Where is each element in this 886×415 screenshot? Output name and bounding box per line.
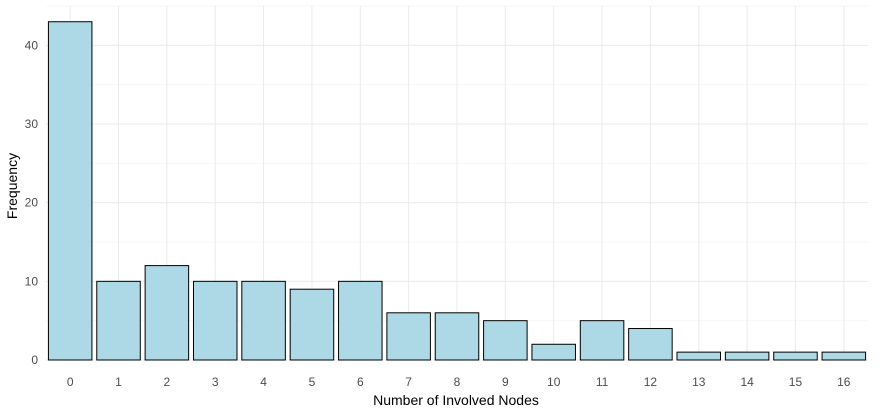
y-axis-ticks: 0 10 20 30 40 [25, 38, 39, 367]
x-tick-label: 13 [692, 375, 706, 389]
bar-9 [483, 320, 528, 361]
x-tick-label: 8 [454, 375, 461, 389]
y-tick-label: 10 [25, 274, 39, 288]
x-tick-label: 16 [837, 375, 851, 389]
x-tick-label: 12 [644, 375, 658, 389]
x-tick-label: 3 [212, 375, 219, 389]
bar-5 [289, 288, 335, 361]
y-axis-title: Frequency [4, 153, 20, 219]
bar-8 [434, 312, 480, 361]
y-tick-label: 40 [25, 38, 39, 52]
x-tick-label: 5 [309, 375, 316, 389]
bar-11 [579, 320, 625, 361]
bars [47, 21, 867, 361]
y-tick-label: 0 [31, 353, 38, 367]
bar-12 [628, 328, 673, 361]
x-tick-label: 4 [260, 375, 267, 389]
x-tick-label: 11 [596, 375, 609, 389]
y-tick-label: 30 [25, 117, 39, 131]
x-tick-label: 14 [740, 375, 754, 389]
bar-10 [531, 343, 576, 361]
x-axis-title: Number of Involved Nodes [373, 392, 539, 408]
x-tick-label: 6 [357, 375, 364, 389]
bar-1 [96, 280, 141, 361]
bar-13 [676, 351, 722, 361]
x-tick-label: 9 [502, 375, 509, 389]
x-tick-label: 15 [789, 375, 803, 389]
bar-16 [821, 351, 867, 361]
x-tick-label: 10 [547, 375, 561, 389]
x-tick-label: 2 [164, 375, 171, 389]
bar-2 [144, 265, 190, 361]
bar-15 [773, 351, 818, 361]
x-axis-ticks: 0 1 2 3 4 5 6 7 8 9 10 11 12 13 14 15 16 [67, 375, 851, 389]
y-tick-label: 20 [25, 196, 39, 210]
x-tick-label: 7 [405, 375, 412, 389]
x-tick-label: 1 [115, 375, 122, 389]
bar-3 [192, 280, 238, 361]
bar-6 [338, 280, 383, 361]
x-tick-label: 0 [67, 375, 74, 389]
bar-4 [241, 280, 286, 361]
bar-14 [724, 351, 770, 361]
bar-7 [386, 312, 431, 361]
bar-0 [47, 21, 93, 361]
